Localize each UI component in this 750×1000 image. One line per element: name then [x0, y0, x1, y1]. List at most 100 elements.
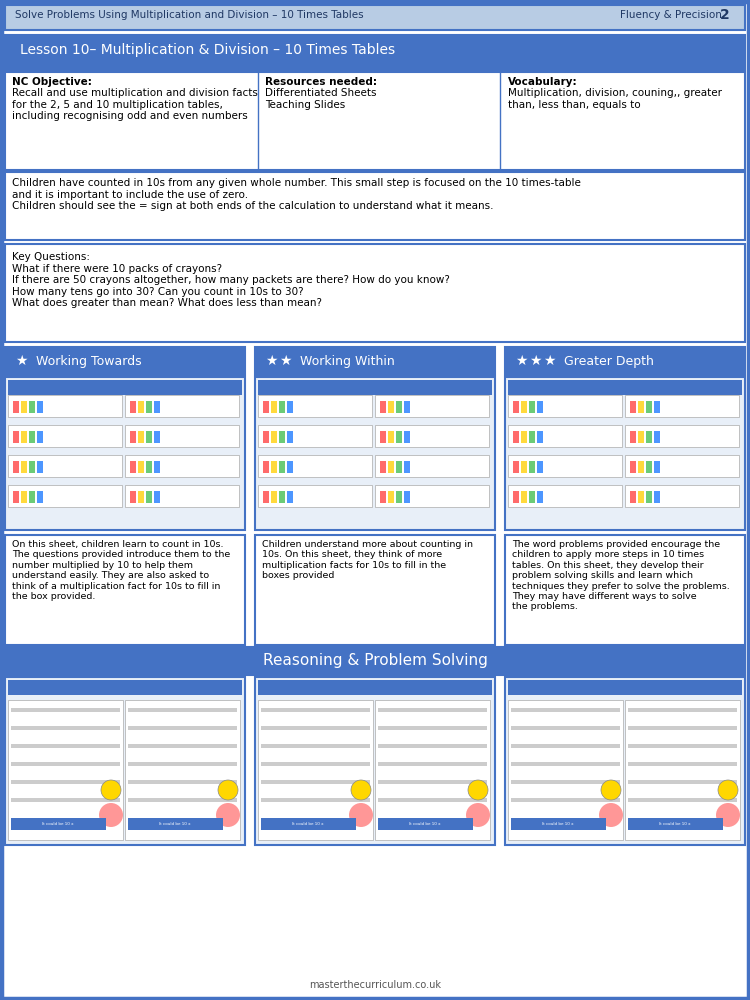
- Text: ★: ★: [265, 354, 278, 368]
- Bar: [29, 401, 35, 413]
- Bar: [529, 461, 535, 473]
- FancyBboxPatch shape: [8, 380, 242, 395]
- FancyBboxPatch shape: [8, 425, 122, 447]
- Bar: [279, 431, 285, 443]
- Bar: [654, 491, 660, 503]
- FancyBboxPatch shape: [378, 726, 487, 730]
- Bar: [263, 461, 269, 473]
- Bar: [646, 491, 652, 503]
- Bar: [287, 401, 293, 413]
- Bar: [29, 491, 35, 503]
- Text: ★: ★: [515, 354, 527, 368]
- FancyBboxPatch shape: [128, 818, 223, 830]
- Circle shape: [601, 780, 621, 800]
- FancyBboxPatch shape: [5, 677, 245, 845]
- FancyBboxPatch shape: [505, 377, 745, 530]
- Bar: [37, 461, 43, 473]
- FancyBboxPatch shape: [8, 680, 242, 695]
- Bar: [513, 401, 519, 413]
- FancyBboxPatch shape: [508, 455, 622, 477]
- Bar: [138, 401, 144, 413]
- FancyBboxPatch shape: [5, 535, 245, 645]
- FancyBboxPatch shape: [11, 708, 120, 712]
- Text: Working Within: Working Within: [300, 355, 394, 367]
- Bar: [638, 401, 644, 413]
- Bar: [396, 431, 402, 443]
- Bar: [404, 461, 410, 473]
- FancyBboxPatch shape: [125, 485, 239, 507]
- Bar: [396, 461, 402, 473]
- FancyBboxPatch shape: [258, 455, 372, 477]
- Bar: [138, 461, 144, 473]
- FancyBboxPatch shape: [628, 798, 737, 802]
- Bar: [21, 401, 27, 413]
- Text: Vocabulary:: Vocabulary:: [508, 77, 578, 87]
- Bar: [154, 431, 160, 443]
- Bar: [37, 431, 43, 443]
- Bar: [13, 431, 19, 443]
- Bar: [154, 401, 160, 413]
- Circle shape: [466, 803, 490, 827]
- FancyBboxPatch shape: [128, 798, 237, 802]
- Bar: [388, 431, 394, 443]
- Text: Children have counted in 10s from any given whole number. This small step is foc: Children have counted in 10s from any gi…: [12, 178, 580, 211]
- FancyBboxPatch shape: [508, 700, 623, 840]
- FancyBboxPatch shape: [508, 425, 622, 447]
- FancyBboxPatch shape: [625, 485, 739, 507]
- FancyBboxPatch shape: [261, 780, 370, 784]
- Bar: [279, 461, 285, 473]
- FancyBboxPatch shape: [628, 708, 737, 712]
- FancyBboxPatch shape: [258, 395, 372, 417]
- Bar: [630, 461, 636, 473]
- FancyBboxPatch shape: [255, 347, 495, 375]
- Bar: [13, 401, 19, 413]
- Bar: [287, 491, 293, 503]
- FancyBboxPatch shape: [8, 395, 122, 417]
- FancyBboxPatch shape: [11, 798, 120, 802]
- Bar: [279, 491, 285, 503]
- FancyBboxPatch shape: [8, 455, 122, 477]
- FancyBboxPatch shape: [261, 762, 370, 766]
- Text: Reasoning & Problem Solving: Reasoning & Problem Solving: [262, 652, 488, 668]
- Text: The word problems provided encourage the
children to apply more steps in 10 time: The word problems provided encourage the…: [512, 540, 730, 611]
- Bar: [654, 431, 660, 443]
- Text: Working Towards: Working Towards: [36, 355, 142, 367]
- Bar: [138, 491, 144, 503]
- FancyBboxPatch shape: [261, 726, 370, 730]
- Bar: [130, 431, 136, 443]
- FancyBboxPatch shape: [378, 798, 487, 802]
- FancyBboxPatch shape: [261, 798, 370, 802]
- Bar: [537, 431, 543, 443]
- Text: Lesson 10– Multiplication & Division – 10 Times Tables: Lesson 10– Multiplication & Division – 1…: [20, 43, 395, 57]
- FancyBboxPatch shape: [5, 244, 745, 342]
- FancyBboxPatch shape: [11, 744, 120, 748]
- FancyBboxPatch shape: [128, 762, 237, 766]
- FancyBboxPatch shape: [125, 395, 239, 417]
- Bar: [29, 431, 35, 443]
- Circle shape: [716, 803, 740, 827]
- FancyBboxPatch shape: [375, 395, 489, 417]
- FancyBboxPatch shape: [128, 726, 237, 730]
- FancyBboxPatch shape: [511, 780, 620, 784]
- FancyBboxPatch shape: [628, 762, 737, 766]
- FancyBboxPatch shape: [375, 485, 489, 507]
- FancyBboxPatch shape: [5, 72, 745, 170]
- Bar: [287, 461, 293, 473]
- Circle shape: [349, 803, 373, 827]
- FancyBboxPatch shape: [258, 485, 372, 507]
- FancyBboxPatch shape: [128, 708, 237, 712]
- Circle shape: [599, 803, 623, 827]
- FancyBboxPatch shape: [378, 762, 487, 766]
- Bar: [404, 491, 410, 503]
- Bar: [263, 491, 269, 503]
- FancyBboxPatch shape: [258, 425, 372, 447]
- FancyBboxPatch shape: [625, 455, 739, 477]
- FancyBboxPatch shape: [511, 818, 606, 830]
- Text: masterthecurriculum.co.uk: masterthecurriculum.co.uk: [309, 980, 441, 990]
- Text: On this sheet, children learn to count in 10s.
The questions provided introduce : On this sheet, children learn to count i…: [12, 540, 230, 601]
- Circle shape: [468, 780, 488, 800]
- Bar: [146, 461, 152, 473]
- Bar: [279, 401, 285, 413]
- FancyBboxPatch shape: [5, 5, 745, 30]
- Circle shape: [218, 780, 238, 800]
